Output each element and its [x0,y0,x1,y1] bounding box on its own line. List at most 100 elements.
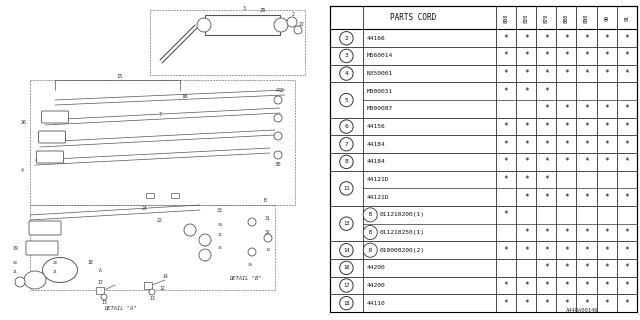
Circle shape [340,32,353,45]
Text: 44110: 44110 [367,301,386,306]
Text: 6: 6 [344,124,348,129]
Text: *: * [564,193,569,202]
Text: *: * [504,157,508,166]
Text: 14: 14 [162,275,168,279]
Text: *: * [625,69,629,78]
Circle shape [364,243,378,257]
Bar [146,193,154,197]
Circle shape [340,296,353,310]
FancyBboxPatch shape [26,241,58,255]
Circle shape [248,248,256,256]
Text: *: * [625,157,629,166]
Text: *: * [604,193,609,202]
Circle shape [274,18,288,32]
FancyBboxPatch shape [38,131,65,143]
Text: 14: 14 [343,248,349,253]
Circle shape [340,244,353,257]
Text: 010008200(2): 010008200(2) [379,248,424,253]
Text: 2: 2 [344,36,348,41]
Circle shape [274,114,282,122]
Text: *: * [544,157,548,166]
Text: 44166: 44166 [367,36,386,41]
Text: DETAIL "B": DETAIL "B" [228,276,261,281]
Text: 16: 16 [182,94,188,100]
Text: 19: 19 [12,245,18,251]
Text: *: * [504,175,508,184]
Circle shape [101,294,107,300]
Text: M000087: M000087 [367,107,394,111]
Text: 30: 30 [275,163,281,167]
Circle shape [340,279,353,292]
Text: *: * [625,228,629,237]
Circle shape [274,96,282,104]
Text: 20: 20 [52,261,58,265]
Circle shape [340,261,353,275]
Text: *: * [524,299,529,308]
Text: *: * [604,34,609,43]
Text: *: * [625,34,629,43]
Text: *: * [524,246,529,255]
Text: *: * [625,246,629,255]
Text: 21: 21 [13,270,17,274]
Text: *: * [544,175,548,184]
Text: *: * [584,104,589,113]
Text: 2: 2 [292,12,294,17]
Text: 31: 31 [265,215,271,220]
Text: *: * [625,193,629,202]
Text: 20: 20 [13,261,17,265]
Circle shape [294,26,302,34]
FancyBboxPatch shape [42,111,68,123]
FancyBboxPatch shape [29,221,61,235]
Bar [171,193,179,197]
Text: *: * [544,246,548,255]
Text: 26: 26 [21,119,27,124]
Text: 870: 870 [544,13,548,23]
Text: 90: 90 [604,15,609,21]
Text: *: * [564,228,569,237]
Text: 21: 21 [218,233,223,237]
Text: 7: 7 [344,142,348,147]
Text: *: * [524,87,529,96]
Text: *: * [625,299,629,308]
Text: 16: 16 [343,265,349,270]
Circle shape [340,49,353,63]
Circle shape [340,67,353,80]
Circle shape [199,234,211,246]
Text: 21: 21 [52,270,58,274]
Circle shape [264,234,272,242]
Text: *: * [564,246,569,255]
Text: *: * [604,157,609,166]
FancyBboxPatch shape [36,151,63,163]
Text: *: * [524,34,529,43]
Text: 880: 880 [564,13,569,23]
Text: *: * [504,122,508,131]
Text: DETAIL "A": DETAIL "A" [104,306,136,310]
Text: *: * [504,52,508,60]
Ellipse shape [42,258,77,283]
Text: 890: 890 [584,13,589,23]
Text: *: * [524,228,529,237]
Text: *: * [504,87,508,96]
Text: *: * [504,140,508,149]
Text: 24: 24 [142,205,148,211]
Text: *: * [504,281,508,290]
Text: 33: 33 [218,246,223,250]
Circle shape [199,249,211,261]
Text: *: * [584,193,589,202]
Text: 4: 4 [20,167,24,172]
Text: 18: 18 [343,301,349,306]
Circle shape [364,226,378,240]
Text: B: B [369,212,372,217]
Text: *: * [524,122,529,131]
Text: 22: 22 [157,218,163,222]
Text: 3: 3 [344,53,348,59]
Text: *: * [604,140,609,149]
Text: 820: 820 [524,13,529,23]
Text: *: * [524,69,529,78]
Text: 44156: 44156 [367,124,386,129]
Text: *: * [504,210,508,220]
Text: B: B [369,230,372,235]
Bar [96,286,104,293]
Text: 34: 34 [248,263,253,267]
Text: *: * [584,140,589,149]
